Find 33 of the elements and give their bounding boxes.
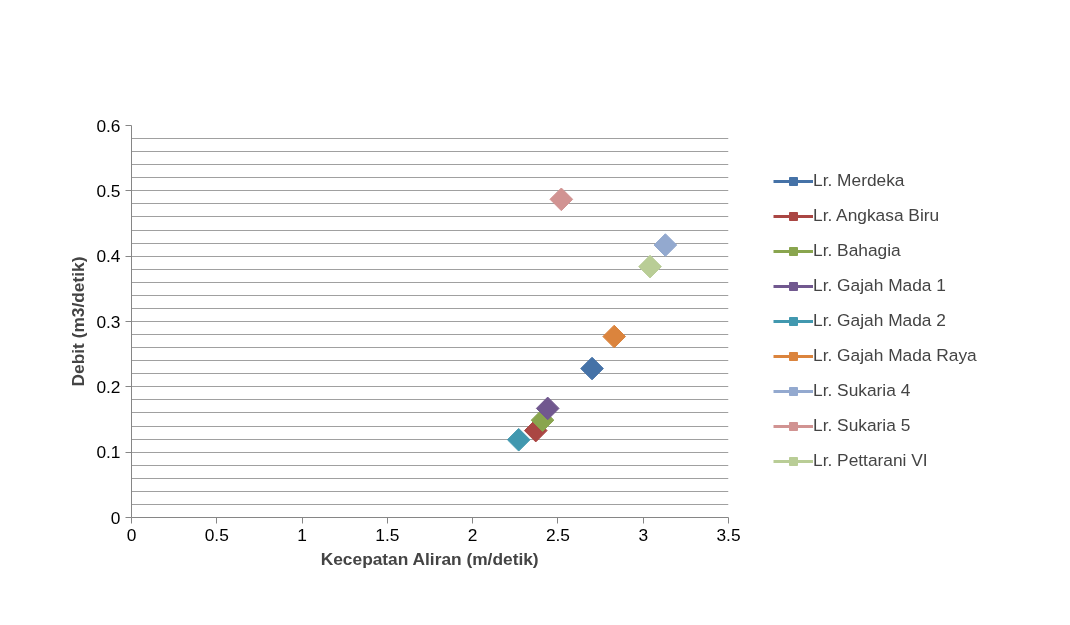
- point: [602, 324, 627, 349]
- y-tick-label: 0.3: [96, 311, 121, 332]
- point: [580, 356, 604, 381]
- x-tick-label: 2.5: [545, 524, 570, 545]
- y-tick-label: 0.1: [96, 442, 121, 463]
- point: [653, 233, 678, 257]
- x-tick-label: 2: [467, 524, 478, 545]
- y-tick-label: 0: [110, 507, 121, 528]
- legend-label: Lr. Bahagia: [813, 240, 901, 261]
- legend-label: Lr. Sukaria 5: [813, 415, 911, 436]
- legend-label: Lr. Merdeka: [813, 170, 905, 191]
- legend-label: Lr. Sukaria 4: [813, 380, 911, 401]
- legend-label: Lr. Gajah Mada 1: [813, 275, 946, 296]
- x-axis-title: Kecepatan Aliran (m/detik): [320, 548, 539, 569]
- y-tick-label: 0.6: [96, 115, 121, 136]
- x-tick-label: 3.5: [716, 524, 741, 545]
- legend-label: Lr. Gajah Mada Raya: [813, 345, 977, 366]
- y-tick-label: 0.2: [96, 376, 121, 397]
- x-tick-label: 3: [638, 524, 649, 545]
- point: [549, 187, 574, 212]
- x-tick-label: 0.5: [204, 524, 229, 545]
- legend-label: Lr. Gajah Mada 2: [813, 310, 946, 331]
- point: [535, 396, 560, 421]
- point: [506, 427, 531, 452]
- y-tick-label: 0.5: [96, 180, 121, 201]
- x-tick-label: 0: [126, 524, 137, 545]
- legend-label: Lr. Angkasa Biru: [813, 205, 940, 226]
- y-tick-label: 0.4: [96, 246, 121, 267]
- point: [638, 254, 662, 279]
- x-tick-label: 1.5: [375, 524, 400, 545]
- y-axis-title: Debit (m3/detik): [68, 256, 89, 387]
- legend-label: Lr. Pettarani VI: [813, 450, 928, 471]
- x-tick-label: 1: [297, 524, 307, 545]
